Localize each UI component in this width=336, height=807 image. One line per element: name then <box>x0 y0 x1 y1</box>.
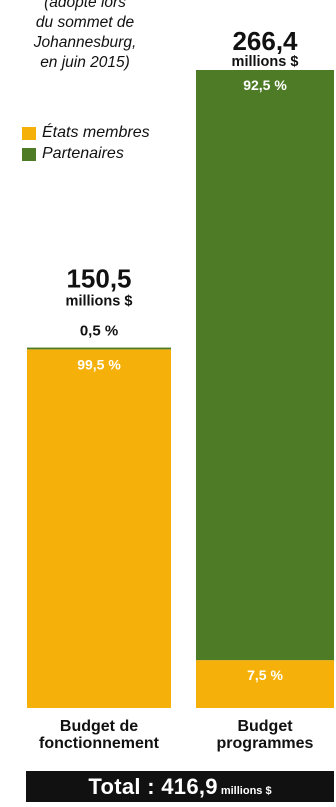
grand-total-unit: millions $ <box>220 785 272 797</box>
grand-total-value: Total : 416,9 <box>88 774 218 799</box>
note-line: en juin 2015) <box>40 54 130 71</box>
note-line: Johannesburg, <box>33 34 137 51</box>
budget-note: (adopté lors du sommet de Johannesburg, … <box>10 0 160 73</box>
legend-swatch-etats <box>22 127 36 140</box>
legend-item-etats: États membres <box>22 123 150 143</box>
bar-total-unit: millions $ <box>66 294 133 310</box>
bar-segment-partenaires <box>196 70 334 661</box>
category-label: Budget de <box>60 718 138 735</box>
bar-total-value: 150,5 <box>66 264 131 294</box>
bar-segment-etats <box>196 660 334 708</box>
note-line: (adopté lors <box>44 0 126 11</box>
note-line: du sommet de <box>35 14 135 31</box>
category-label: fonctionnement <box>39 735 160 752</box>
legend-label-partenaires: Partenaires <box>42 145 124 162</box>
bar-segment-label-partenaires: 0,5 % <box>80 323 118 340</box>
grand-total-banner: Total : 416,9 millions $ <box>26 771 334 802</box>
legend-label-etats: États membres <box>42 124 150 141</box>
bar-total-value: 266,4 <box>232 26 298 56</box>
bar-segment-etats <box>27 349 171 708</box>
chart-legend: États membres Partenaires <box>22 123 150 165</box>
bar-segment-label-etats: 7,5 % <box>247 667 283 683</box>
bar-segment-partenaires <box>27 347 171 350</box>
bar-segment-label-etats: 99,5 % <box>77 356 121 372</box>
category-label: Budget <box>237 718 293 735</box>
bar-segment-label-partenaires: 92,5 % <box>243 77 287 93</box>
legend-swatch-partenaires <box>22 148 36 161</box>
bar-total-unit: millions $ <box>232 54 299 70</box>
category-label: programmes <box>217 735 314 752</box>
legend-item-partenaires: Partenaires <box>22 144 150 164</box>
